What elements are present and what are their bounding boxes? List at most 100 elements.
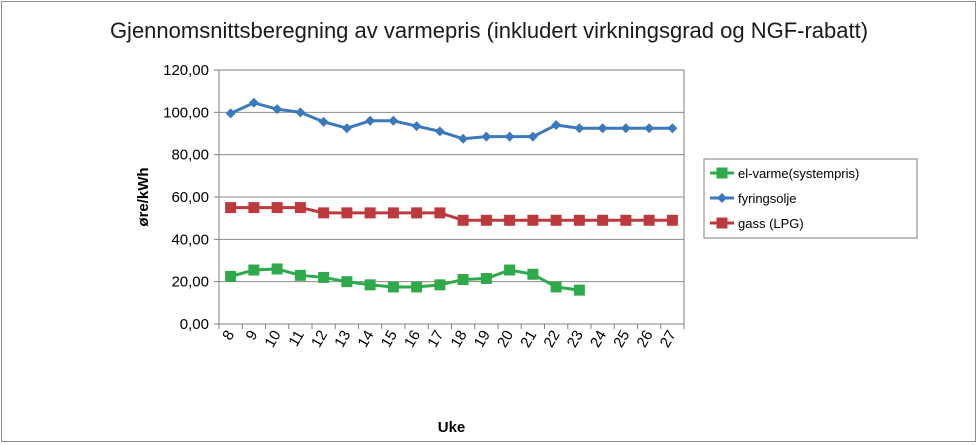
x-tick-label: 20 — [494, 328, 517, 351]
x-tick-label: 21 — [517, 328, 540, 351]
x-tick-label: 16 — [401, 328, 424, 351]
x-tick-label: 12 — [308, 328, 331, 351]
data-point — [573, 284, 585, 296]
y-tick-label: 80,00 — [171, 147, 209, 164]
legend: el-varme(systempris) fyringsolje gass (LPG… — [703, 158, 918, 239]
data-point — [481, 131, 492, 142]
series-line — [230, 101, 673, 141]
data-point — [666, 214, 678, 226]
data-point — [272, 104, 283, 115]
data-point — [364, 207, 376, 219]
legend-label: el-varme(systempris) — [738, 166, 859, 181]
legend-swatch-marker — [716, 167, 728, 179]
series-0 — [225, 263, 585, 296]
y-tick-labels: 0,00 20,00 40,00 60,00 80,00 100,00 120,00 — [163, 62, 209, 333]
data-point — [271, 202, 283, 214]
x-tick-label: 14 — [355, 328, 378, 351]
x-tick-labels: 8 9 10 11 12 13 14 15 16 17 18 19 20 21 22 23 24 25 26 27 — [219, 328, 680, 351]
data-point — [504, 131, 515, 142]
data-point — [551, 120, 562, 131]
legend-label: fyringsolje — [738, 191, 797, 206]
data-point — [411, 207, 423, 219]
data-point — [643, 214, 655, 226]
data-point — [527, 214, 539, 226]
data-point — [550, 214, 562, 226]
data-point — [248, 264, 260, 276]
data-point — [271, 263, 283, 275]
legend-label: gass (LPG) — [738, 216, 804, 231]
x-tick-label: 27 — [657, 328, 680, 351]
y-tick-label: 20,00 — [171, 274, 209, 291]
legend-swatch-marker — [717, 193, 727, 203]
data-point — [457, 214, 469, 226]
data-point — [574, 123, 585, 134]
data-point — [434, 126, 445, 137]
data-point — [387, 281, 399, 293]
x-tick-label: 24 — [587, 328, 610, 351]
plot-area — [218, 69, 685, 325]
x-tick-label: 26 — [634, 328, 657, 351]
x-tick-label: 8 — [219, 328, 238, 344]
y-axis-title: øre/kWh — [135, 167, 152, 226]
y-tick-label: 0,00 — [180, 316, 209, 333]
legend-item: gass (LPG) — [710, 216, 804, 231]
x-tick-label: 10 — [262, 328, 285, 351]
x-axis-title: Uke — [438, 419, 466, 436]
x-tick-label: 15 — [378, 328, 401, 351]
x-tick-label: 19 — [471, 328, 494, 351]
data-point — [480, 272, 492, 284]
data-point — [434, 207, 446, 219]
y-tick-label: 100,00 — [163, 104, 209, 121]
data-point — [480, 214, 492, 226]
data-point — [527, 268, 539, 280]
legend-item: fyringsolje — [710, 191, 797, 206]
data-point — [225, 202, 237, 214]
data-point — [527, 131, 538, 142]
data-point — [597, 214, 609, 226]
data-point — [411, 281, 423, 293]
y-tick-label: 60,00 — [171, 189, 209, 206]
x-tick-label: 13 — [331, 328, 354, 351]
x-tick-label: 25 — [610, 328, 633, 351]
x-tick-label: 23 — [564, 328, 587, 351]
data-point — [341, 123, 352, 134]
data-point — [597, 123, 608, 134]
data-point — [387, 207, 399, 219]
x-tick-label: 18 — [448, 328, 471, 351]
data-point — [573, 214, 585, 226]
data-point — [341, 276, 353, 288]
x-tick-label: 17 — [424, 328, 447, 351]
data-point — [504, 214, 516, 226]
data-point — [225, 270, 237, 282]
series-2 — [225, 202, 678, 226]
data-point — [248, 202, 260, 214]
data-point — [458, 133, 469, 144]
data-point — [318, 271, 330, 283]
series-line — [230, 267, 580, 292]
y-tick-label: 120,00 — [163, 62, 209, 79]
data-point — [364, 279, 376, 291]
data-point — [620, 123, 631, 134]
data-point — [411, 121, 422, 132]
data-point — [318, 116, 329, 127]
chart-title: Gjennomsnittsberegning av varmepris (ink… — [110, 18, 868, 43]
data-point — [434, 279, 446, 291]
legend-box — [703, 158, 918, 239]
data-point — [667, 123, 678, 134]
data-point — [318, 207, 330, 219]
data-point — [644, 123, 655, 134]
x-tick-label: 11 — [285, 328, 308, 350]
data-point — [248, 97, 259, 108]
data-point — [341, 207, 353, 219]
data-point — [504, 264, 516, 276]
data-point — [294, 269, 306, 281]
data-point — [365, 115, 376, 126]
data-point — [388, 115, 399, 126]
x-tick-label: 22 — [541, 328, 564, 351]
data-point — [457, 274, 469, 286]
legend-swatch-marker — [716, 217, 728, 229]
y-tick-label: 40,00 — [171, 231, 209, 248]
x-tick-label: 9 — [242, 328, 261, 344]
data-point — [225, 108, 236, 119]
